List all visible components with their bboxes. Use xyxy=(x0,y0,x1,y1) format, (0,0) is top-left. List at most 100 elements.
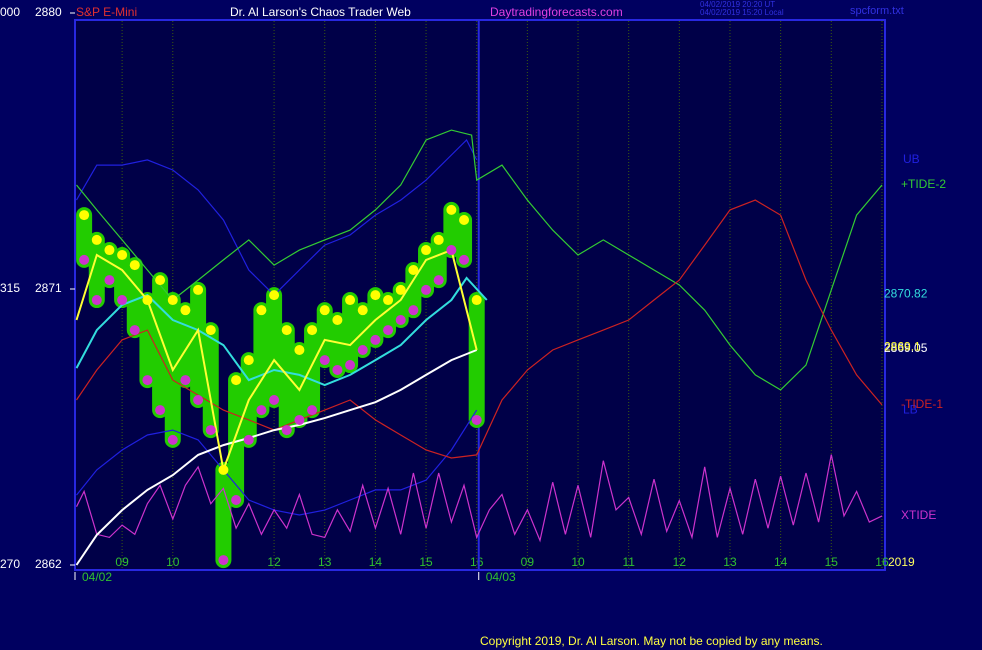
high-dot xyxy=(332,314,343,325)
x-tick-label: 09 xyxy=(115,555,129,569)
y-tick-label: 2862 xyxy=(35,557,62,571)
x-tick-label: 14 xyxy=(774,555,788,569)
x-tick-label: 12 xyxy=(267,555,281,569)
low-dot xyxy=(370,334,381,345)
low-dot xyxy=(79,254,90,265)
low-dot xyxy=(395,314,406,325)
low-dot xyxy=(408,305,419,316)
high-dot xyxy=(357,305,368,316)
low-dot xyxy=(180,375,191,386)
high-dot xyxy=(395,284,406,295)
high-dot xyxy=(294,345,305,356)
series-label: LB xyxy=(903,402,918,416)
x-tick-label: 11 xyxy=(622,555,635,569)
high-dot xyxy=(471,295,482,306)
high-dot xyxy=(117,249,128,260)
low-dot xyxy=(269,395,280,406)
low-dot xyxy=(459,254,470,265)
site: Daytradingforecasts.com xyxy=(490,5,623,19)
high-dot xyxy=(79,210,90,221)
low-dot xyxy=(332,364,343,375)
high-dot xyxy=(370,290,381,301)
low-dot xyxy=(471,414,482,425)
low-dot xyxy=(446,245,457,256)
low-dot xyxy=(231,494,242,505)
low-dot xyxy=(205,425,216,436)
x-tick-label: 15 xyxy=(419,555,433,569)
high-dot xyxy=(446,204,457,215)
date-label: 04/02 xyxy=(82,570,112,584)
high-dot xyxy=(408,264,419,275)
high-dot xyxy=(459,215,470,225)
high-dot xyxy=(129,260,140,271)
high-dot xyxy=(193,284,204,295)
low-dot xyxy=(256,405,267,416)
x-tick-label: 09 xyxy=(521,555,535,569)
high-dot xyxy=(167,295,178,306)
low-dot xyxy=(319,355,330,366)
x-tick-label: 15 xyxy=(825,555,839,569)
high-dot xyxy=(104,245,115,256)
series-line xyxy=(75,138,478,296)
series-label: -TIDE-1 xyxy=(901,397,943,411)
low-dot xyxy=(218,555,229,566)
low-dot xyxy=(117,295,128,306)
high-dot xyxy=(218,464,229,475)
high-dot xyxy=(91,234,102,245)
low-dot xyxy=(421,284,432,295)
year-label: 2019 xyxy=(888,555,915,569)
low-dot xyxy=(243,434,254,445)
high-dot xyxy=(383,295,394,306)
low-dot xyxy=(129,325,140,336)
x-tick-label: 16 xyxy=(875,555,889,569)
x-tick-label: 13 xyxy=(723,555,737,569)
series-label: +TIDE-2 xyxy=(901,177,946,191)
left-scale-label: 270 xyxy=(0,557,20,571)
last-value-label: 2870.82 xyxy=(884,287,928,301)
high-dot xyxy=(142,295,153,306)
x-tick-label: 10 xyxy=(166,555,180,569)
series-label: XTIDE xyxy=(901,508,936,522)
low-dot xyxy=(433,275,444,286)
last-value-label: 2869.1 xyxy=(884,339,921,353)
x-tick-label: 13 xyxy=(318,555,332,569)
x-tick-label: 10 xyxy=(571,555,585,569)
high-dot xyxy=(433,234,444,245)
series-line xyxy=(75,276,488,387)
timestamp: 04/02/2019 15:20 Local xyxy=(700,8,784,17)
left-scale-label: 000 xyxy=(0,5,20,19)
x-tick-label: 16 xyxy=(470,555,484,569)
high-dot xyxy=(155,275,166,286)
high-dot xyxy=(256,305,267,316)
series-line xyxy=(76,129,883,391)
left-scale-label: 315 xyxy=(0,281,20,295)
high-dot xyxy=(307,325,318,336)
low-dot xyxy=(294,414,305,425)
series-label: UB xyxy=(903,152,920,166)
chart-title: Dr. Al Larson's Chaos Trader Web xyxy=(230,5,411,19)
low-dot xyxy=(104,275,115,286)
low-dot xyxy=(357,345,368,356)
last-value-label: 2869.05 xyxy=(884,341,928,355)
high-dot xyxy=(231,375,242,386)
low-dot xyxy=(307,405,318,416)
high-dot xyxy=(205,325,216,336)
high-dot xyxy=(180,305,191,316)
low-dot xyxy=(193,395,204,406)
low-dot xyxy=(281,425,292,436)
series-line xyxy=(75,454,883,543)
series-line xyxy=(75,248,478,474)
high-dot xyxy=(243,355,254,366)
date-label: 04/03 xyxy=(486,570,516,584)
low-dot xyxy=(167,434,178,445)
low-dot xyxy=(155,405,166,416)
file-name: spcform.txt xyxy=(850,5,904,17)
y-tick-label: 2871 xyxy=(35,281,62,295)
high-dot xyxy=(281,325,292,336)
high-dot xyxy=(345,295,356,306)
low-dot xyxy=(91,295,102,306)
low-dot xyxy=(345,360,356,371)
series-line xyxy=(75,349,478,566)
high-dot xyxy=(421,245,432,256)
